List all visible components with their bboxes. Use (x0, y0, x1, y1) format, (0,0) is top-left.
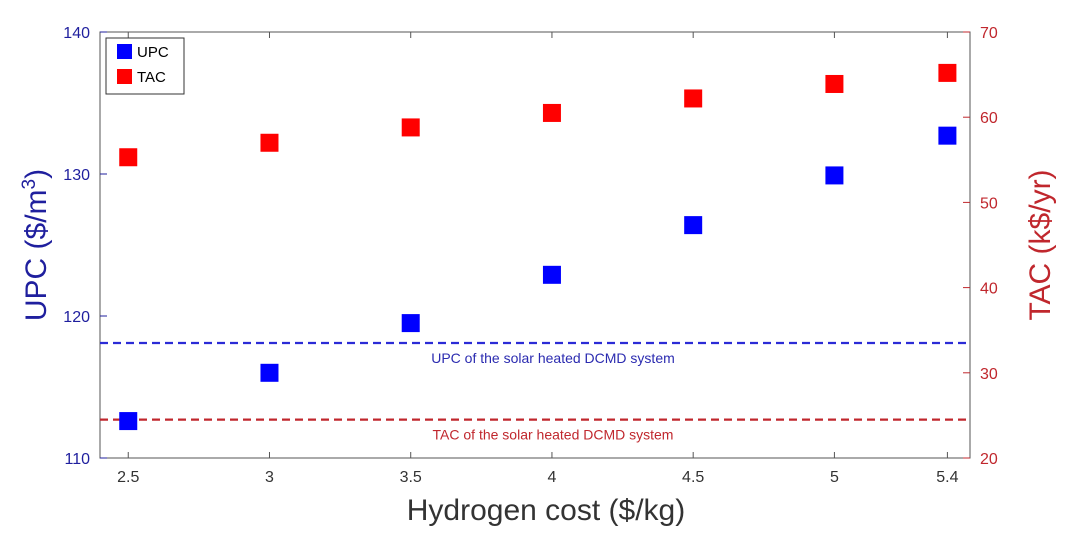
data-point-tac (119, 148, 138, 167)
right-tick-label: 50 (980, 195, 998, 212)
right-axis-title: TAC (k$/yr) (1024, 169, 1057, 320)
left-axis-title-main: UPC ($/m (20, 189, 53, 321)
data-point-tac (401, 118, 420, 137)
legend: UPC TAC (105, 37, 185, 95)
data-point-tac (260, 133, 279, 152)
left-tick-label: 130 (63, 167, 90, 184)
legend-swatch-tac (117, 69, 132, 84)
x-tick-label: 3.5 (400, 469, 422, 486)
right-tick-label: 70 (980, 25, 998, 42)
left-tick-label: 140 (63, 25, 90, 42)
x-axis-ticks: 2.5 3 3.5 4 4.5 5 5.4 (117, 32, 959, 486)
data-point-tac (938, 63, 957, 82)
data-point-upc (260, 363, 279, 382)
reference-line-label-0: UPC of the solar heated DCMD system (431, 350, 675, 366)
left-axis-ticks: 110 120 130 140 (63, 25, 107, 468)
left-axis-title: UPC ($/m3) (19, 169, 53, 321)
x-axis-title: Hydrogen cost ($/kg) (407, 494, 685, 527)
data-point-tac (542, 103, 561, 122)
left-tick-label: 110 (64, 451, 90, 468)
data-point-upc (401, 314, 420, 333)
data-point-upc (684, 216, 703, 235)
x-tick-label: 5.4 (936, 469, 958, 486)
right-tick-label: 40 (980, 281, 998, 298)
data-point-tac (825, 74, 844, 93)
reference-line-label-1: TAC of the solar heated DCMD system (433, 427, 674, 443)
data-point-upc (938, 126, 957, 145)
right-tick-label: 60 (980, 110, 998, 127)
plot-area (99, 31, 971, 459)
legend-label-tac: TAC (137, 69, 166, 86)
legend-swatch-upc (117, 44, 132, 59)
reference-lines: UPC of the solar heated DCMD system TAC o… (100, 341, 970, 443)
data-point-upc (542, 265, 561, 284)
x-tick-label: 4.5 (682, 469, 704, 486)
data-point-tac (684, 89, 703, 108)
left-axis-title-close: ) (20, 169, 53, 179)
legend-label-upc: UPC (137, 44, 169, 61)
right-axis-ticks: 20 30 40 50 60 70 (963, 25, 998, 468)
data-points (119, 63, 957, 431)
x-tick-label: 4 (547, 469, 556, 486)
data-point-upc (119, 412, 138, 431)
right-tick-label: 20 (980, 451, 998, 468)
x-tick-label: 2.5 (117, 469, 139, 486)
right-tick-label: 30 (980, 366, 998, 383)
x-tick-label: 5 (830, 469, 839, 486)
data-point-upc (825, 166, 844, 185)
x-tick-label: 3 (265, 469, 274, 486)
left-axis-title-sup: 3 (19, 179, 40, 190)
left-tick-label: 120 (63, 309, 90, 326)
